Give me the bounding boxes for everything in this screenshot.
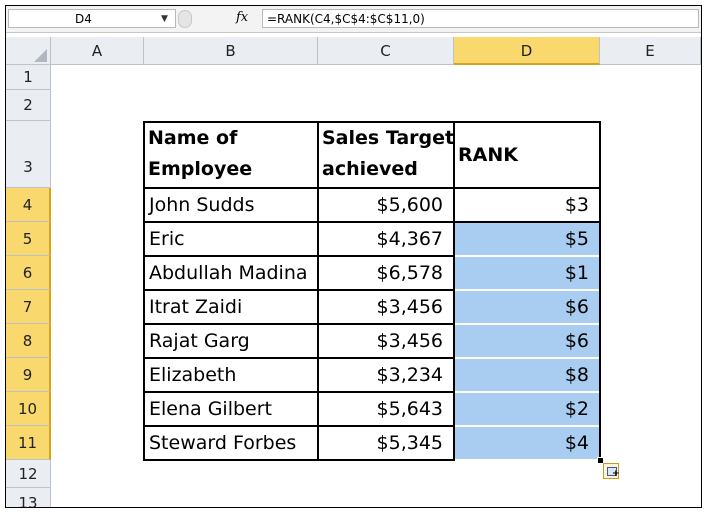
rank-row-border [455,221,599,223]
selection-border-right [599,188,601,460]
sales-cell[interactable]: $3,234 [376,364,443,386]
row-header-10[interactable]: 10 [6,392,51,426]
row-header-11[interactable]: 11 [6,426,51,460]
name-box-value: D4 [75,12,92,26]
table-header-bottom [143,187,600,189]
rank-cell[interactable]: $6 [455,291,599,324]
plus-icon: + [612,469,620,479]
rank-cell[interactable]: $2 [455,393,599,426]
header-name-cell[interactable]: Name of Employee [144,123,318,187]
name-cell[interactable]: John Sudds [149,194,255,216]
row-header-2[interactable]: 2 [6,90,51,121]
rank-cell[interactable]: $8 [455,359,599,392]
rank-row-border [455,289,599,291]
row-border [143,391,454,393]
table-divider-c-d [453,121,455,461]
sales-cell[interactable]: $5,345 [376,432,443,454]
fill-handle[interactable] [597,457,604,464]
autofill-options-icon [607,467,617,476]
column-header-d[interactable]: D [454,37,600,65]
row-border [143,255,454,257]
row-border [143,357,454,359]
row-header-3[interactable]: 3 [6,121,51,188]
formula-bar: D4 ▼ fx =RANK(C4,$C$4:$C$11,0) [6,6,701,33]
row-border [143,425,454,427]
sales-cell[interactable]: $6,578 [376,262,443,284]
formula-input[interactable]: =RANK(C4,$C$4:$C$11,0) [262,9,699,28]
rank-cell[interactable]: $6 [455,325,599,358]
sales-cell[interactable]: $5,643 [376,398,443,420]
rank-row-border [455,323,599,325]
name-cell[interactable]: Abdullah Madina [149,262,308,284]
row-header-4[interactable]: 4 [6,188,51,222]
row-header-9[interactable]: 9 [6,358,51,392]
row-header-13[interactable]: 13 [6,488,51,507]
row-header-7[interactable]: 7 [6,290,51,324]
sales-cell[interactable]: $3,456 [376,330,443,352]
header-rank-cell[interactable]: RANK [458,144,518,166]
column-header-a[interactable]: A [51,37,144,65]
name-cell[interactable]: Elena Gilbert [149,398,272,420]
header-sales-cell[interactable]: Sales Target achieved [318,123,454,187]
row-border [143,459,454,461]
name-cell[interactable]: Eric [149,228,185,250]
row-header-12[interactable]: 12 [6,460,51,488]
insert-function-icon[interactable]: fx [236,10,249,25]
row-border [143,221,454,223]
formula-bar-splitter[interactable] [178,10,192,28]
select-all-icon [34,49,47,62]
name-cell[interactable]: Elizabeth [149,364,237,386]
name-cell[interactable]: Itrat Zaidi [149,296,243,318]
header-name-line1: Name of [148,127,238,149]
name-box[interactable]: D4 ▼ [8,9,176,28]
name-cell[interactable]: Steward Forbes [149,432,297,454]
name-cell[interactable]: Rajat Garg [149,330,250,352]
rank-row-border [455,459,599,461]
header-sales-line1: Sales Target [322,127,454,149]
rank-cell[interactable]: $4 [455,427,599,460]
sales-cell[interactable]: $4,367 [376,228,443,250]
header-sales-line2: achieved [322,158,418,180]
row-border [143,323,454,325]
table-divider-b-c [317,121,319,461]
row-border [143,289,454,291]
rank-cell[interactable]: $1 [455,257,599,290]
rank-row-border [455,425,599,427]
rank-row-border [455,391,599,393]
autofill-options-button[interactable]: + [603,463,620,479]
column-header-c[interactable]: C [318,37,454,65]
header-name-line2: Employee [148,158,253,180]
sales-cell[interactable]: $5,600 [376,194,443,216]
table-border-left [143,121,145,461]
rank-cell[interactable]: $3 [564,194,589,216]
rank-row-border [455,255,599,257]
column-header-e[interactable]: E [600,37,701,65]
row-header-6[interactable]: 6 [6,256,51,290]
chevron-down-icon[interactable]: ▼ [161,14,168,24]
column-header-b[interactable]: B [144,37,318,65]
row-header-5[interactable]: 5 [6,222,51,256]
table-border-right-header [599,121,601,188]
row-header-1[interactable]: 1 [6,65,51,90]
rank-cell[interactable]: $5 [455,223,599,256]
sales-cell[interactable]: $3,456 [376,296,443,318]
rank-row-border [455,357,599,359]
table-border-top [143,121,600,123]
row-header-8[interactable]: 8 [6,324,51,358]
spreadsheet-window: D4 ▼ fx =RANK(C4,$C$4:$C$11,0) A B C D E… [5,5,702,508]
